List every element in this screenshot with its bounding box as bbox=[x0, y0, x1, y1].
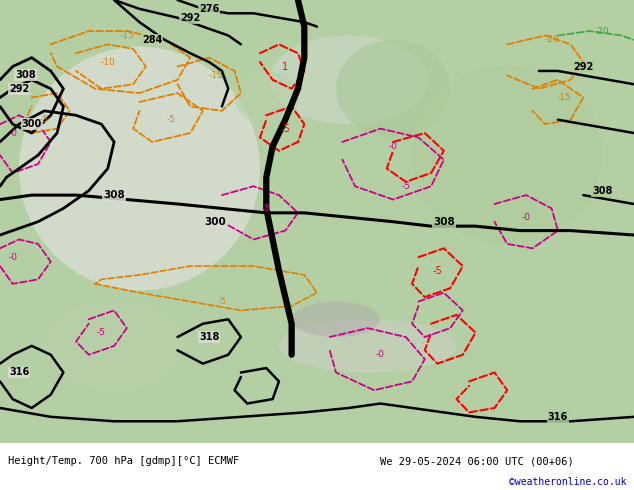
Ellipse shape bbox=[292, 301, 380, 337]
Text: 308: 308 bbox=[103, 190, 125, 200]
Ellipse shape bbox=[279, 319, 456, 372]
Text: 1: 1 bbox=[282, 62, 288, 72]
Ellipse shape bbox=[235, 71, 298, 124]
Text: -5: -5 bbox=[97, 328, 106, 337]
Text: 316: 316 bbox=[548, 412, 568, 422]
Text: -20: -20 bbox=[595, 26, 610, 36]
Text: 318: 318 bbox=[199, 332, 219, 342]
Text: -5: -5 bbox=[217, 297, 226, 306]
Text: -5: -5 bbox=[262, 204, 271, 213]
Text: -5: -5 bbox=[167, 115, 176, 124]
Ellipse shape bbox=[269, 35, 428, 124]
Text: -0: -0 bbox=[376, 350, 385, 359]
Text: -0: -0 bbox=[8, 128, 17, 138]
Text: -15: -15 bbox=[119, 31, 134, 40]
Text: 300: 300 bbox=[22, 119, 42, 129]
Text: 300: 300 bbox=[205, 217, 226, 227]
Text: -0: -0 bbox=[389, 142, 398, 151]
Text: 292: 292 bbox=[573, 62, 593, 72]
Text: 284: 284 bbox=[142, 35, 162, 45]
Text: 308: 308 bbox=[15, 71, 36, 80]
Text: -20: -20 bbox=[544, 35, 559, 45]
Text: -0: -0 bbox=[522, 213, 531, 222]
Text: 308: 308 bbox=[592, 186, 612, 196]
Ellipse shape bbox=[44, 301, 184, 390]
Text: -15: -15 bbox=[208, 71, 223, 80]
Ellipse shape bbox=[412, 67, 602, 244]
Ellipse shape bbox=[19, 47, 260, 291]
Text: Height/Temp. 700 hPa [gdmp][°C] ECMWF: Height/Temp. 700 hPa [gdmp][°C] ECMWF bbox=[8, 456, 239, 466]
Text: -0: -0 bbox=[8, 253, 17, 262]
Text: 292: 292 bbox=[180, 13, 200, 23]
Text: -5: -5 bbox=[432, 266, 443, 275]
Text: 276: 276 bbox=[199, 4, 219, 14]
Text: 292: 292 bbox=[9, 84, 29, 94]
Text: -15: -15 bbox=[557, 93, 572, 102]
Text: 316: 316 bbox=[9, 368, 29, 377]
Text: -10: -10 bbox=[100, 58, 115, 67]
Text: ©weatheronline.co.uk: ©weatheronline.co.uk bbox=[509, 477, 626, 487]
Text: -5: -5 bbox=[280, 123, 290, 134]
Text: We 29-05-2024 06:00 UTC (00+06): We 29-05-2024 06:00 UTC (00+06) bbox=[380, 456, 574, 466]
Text: -5: -5 bbox=[401, 182, 410, 191]
Ellipse shape bbox=[336, 40, 450, 138]
Text: -5: -5 bbox=[40, 115, 49, 124]
Text: 308: 308 bbox=[433, 217, 455, 227]
